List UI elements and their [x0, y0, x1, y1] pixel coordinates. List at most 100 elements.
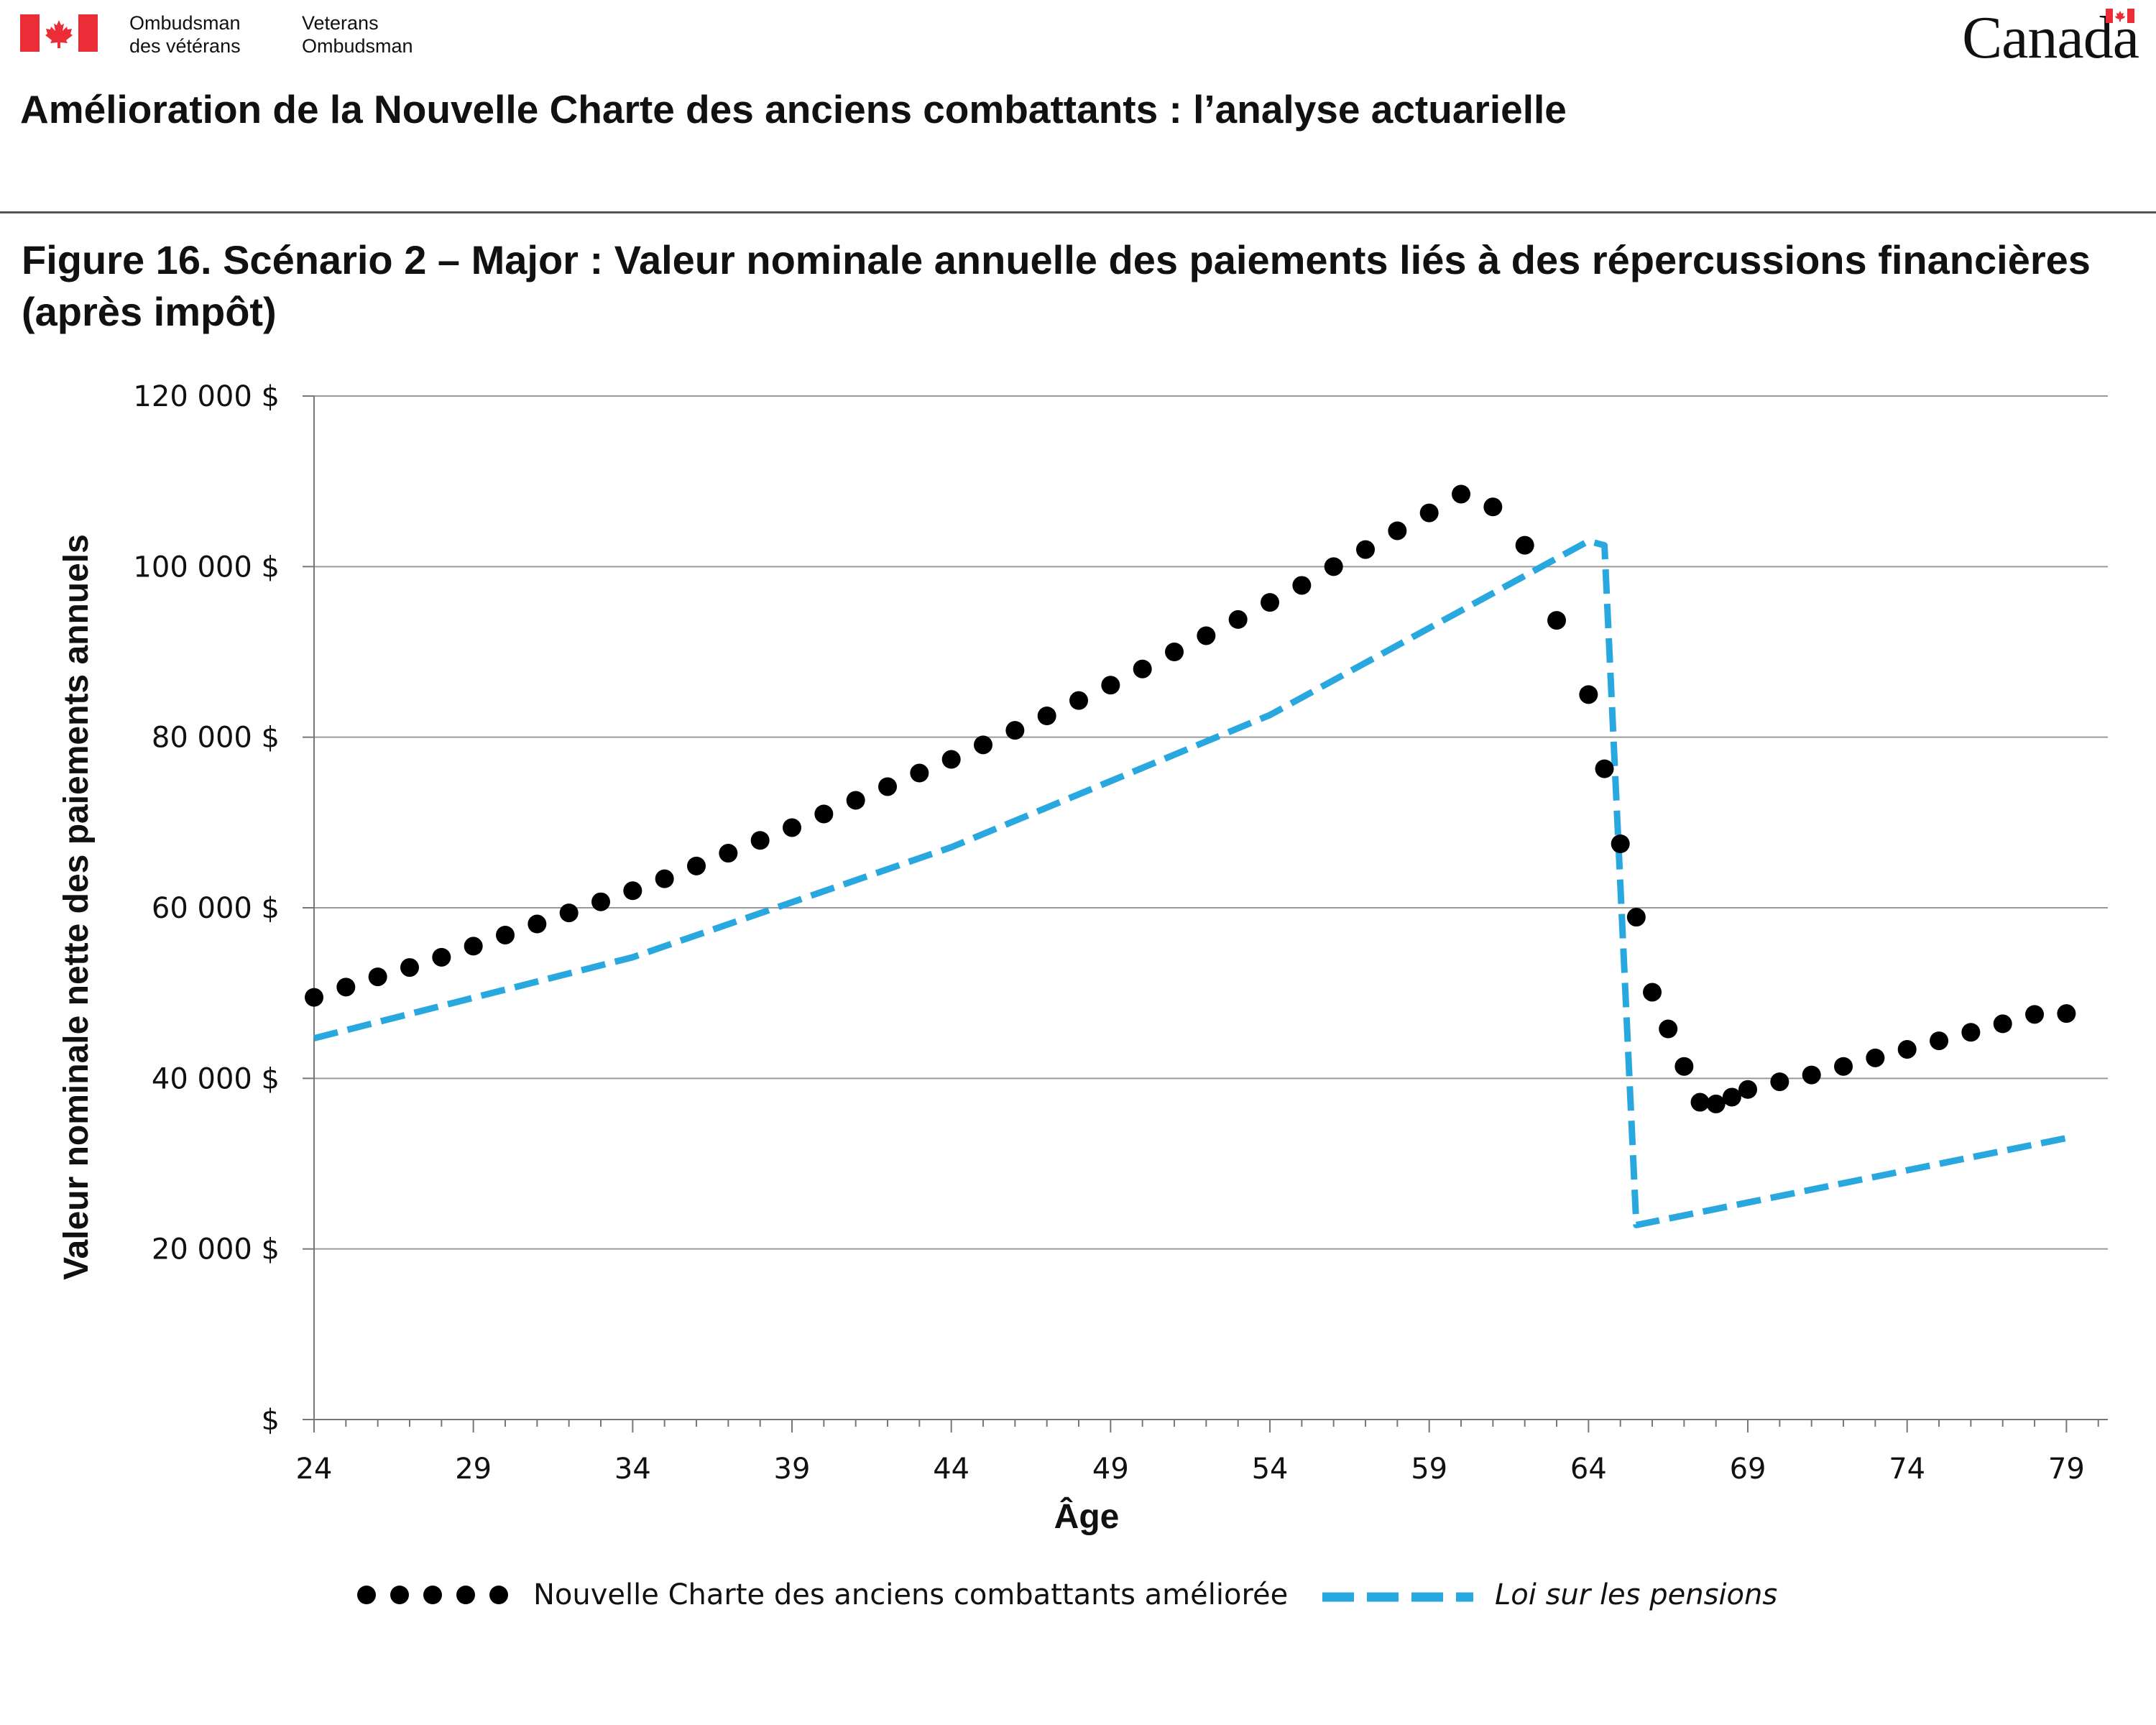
org-en-line2: Ombudsman: [302, 35, 413, 57]
data-point: [559, 903, 579, 923]
data-point: [941, 750, 961, 769]
x-axis-title: Âge: [1054, 1496, 1120, 1536]
maple-leaf-icon: [45, 20, 73, 48]
gridlines: [314, 395, 2108, 1250]
data-point: [1595, 759, 1614, 778]
x-tick-label: 34: [614, 1453, 651, 1486]
legend-swatch-dotted: [357, 1586, 508, 1604]
data-point: [1802, 1065, 1821, 1085]
data-point: [1356, 540, 1376, 559]
data-point: [1930, 1031, 1949, 1051]
x-tick-label: 79: [2048, 1453, 2085, 1486]
data-point: [1579, 685, 1598, 704]
data-point: [623, 881, 642, 901]
data-point: [1005, 721, 1025, 740]
data-point: [655, 869, 674, 888]
legend: Nouvelle Charte des anciens combattants …: [357, 1578, 1777, 1611]
data-point: [1738, 1080, 1758, 1099]
data-point: [1069, 691, 1089, 710]
data-point: [1388, 521, 1407, 540]
data-point: [1547, 611, 1567, 630]
x-tick-label: 24: [296, 1453, 333, 1486]
axes: [303, 395, 2108, 1432]
document-title: Amélioration de la Nouvelle Charte des a…: [20, 87, 1567, 132]
data-point: [1037, 707, 1056, 725]
data-point: [591, 892, 611, 911]
y-tick-label: 20 000 $: [152, 1233, 280, 1266]
data-point: [846, 791, 865, 810]
data-point: [1419, 503, 1439, 523]
org-name-en: Veterans Ombudsman: [302, 12, 413, 58]
data-point: [1228, 610, 1248, 629]
x-tick-label: 59: [1411, 1453, 1447, 1486]
data-point: [1674, 1057, 1694, 1076]
data-point: [783, 818, 802, 837]
data-point: [814, 804, 834, 824]
org-fr-line2: des vétérans: [129, 35, 241, 57]
figure-title: Figure 16. Scénario 2 – Major : Valeur n…: [22, 237, 2091, 334]
legend-label-dotted: Nouvelle Charte des anciens combattants …: [533, 1578, 1288, 1611]
x-tick-label: 64: [1570, 1453, 1607, 1486]
legend-dot: [390, 1586, 409, 1604]
y-tick-labels: $20 000 $ 40 000 $ 60 000 $ 80 000 $ 100 000…: [133, 380, 280, 1437]
y-tick-label: $: [262, 1404, 280, 1437]
data-point: [1706, 1094, 1726, 1113]
data-point: [432, 947, 451, 967]
data-point: [1722, 1087, 1741, 1107]
data-point: [496, 925, 515, 944]
data-point: [1324, 557, 1343, 576]
canada-flag-icon: [20, 14, 98, 52]
data-point: [687, 856, 706, 875]
data-point: [305, 988, 323, 1007]
y-tick-label: 120 000 $: [133, 380, 280, 413]
legend-dot: [456, 1586, 475, 1604]
data-point: [1452, 484, 1471, 504]
data-point: [1834, 1057, 1853, 1076]
y-tick-label: 40 000 $: [152, 1062, 280, 1095]
data-point: [2025, 1005, 2045, 1024]
x-tick-label: 49: [1092, 1453, 1129, 1486]
data-point: [1515, 535, 1534, 555]
y-axis-title: Valeur nominale nette des paiements annu…: [57, 534, 96, 1280]
data-point: [1770, 1072, 1789, 1092]
header-divider: [0, 211, 2156, 213]
data-point: [1133, 659, 1152, 678]
data-point: [1897, 1039, 1917, 1059]
legend-dot: [489, 1586, 508, 1604]
series-loi-sur-les-pensions: [313, 538, 2068, 1228]
x-tick-label: 39: [774, 1453, 811, 1486]
y-tick-label: 80 000 $: [152, 722, 280, 755]
data-point: [1993, 1014, 2012, 1034]
data-point: [974, 735, 993, 755]
data-point: [878, 777, 898, 796]
data-point: [1659, 1019, 1678, 1039]
org-fr-line1: Ombudsman: [129, 12, 241, 34]
wordmark-flag-icon: [2106, 9, 2134, 23]
x-tick-label: 69: [1730, 1453, 1766, 1486]
data-point: [1483, 497, 1503, 517]
data-point: [336, 978, 356, 997]
data-point: [750, 831, 770, 850]
data-point: [1611, 834, 1630, 853]
data-point: [1261, 593, 1280, 612]
data-point: [400, 958, 420, 978]
data-point: [2057, 1004, 2076, 1024]
data-point: [1197, 626, 1216, 645]
org-name-fr: Ombudsman des vétérans: [129, 12, 241, 58]
legend-dot: [357, 1586, 376, 1604]
legend-dot: [423, 1586, 442, 1604]
data-point: [719, 844, 738, 863]
data-point: [1866, 1048, 1885, 1067]
data-point: [1292, 576, 1312, 595]
data-point: [368, 967, 387, 987]
y-tick-label: 60 000 $: [152, 892, 280, 925]
y-tick-label: 100 000 $: [133, 551, 280, 584]
x-tick-label: 44: [933, 1453, 969, 1486]
data-point: [1690, 1092, 1710, 1112]
x-tick-label: 29: [455, 1453, 492, 1486]
data-point: [1643, 983, 1662, 1002]
data-point: [1165, 643, 1184, 661]
flag-left-bar: [20, 14, 40, 52]
series-nouvelle-charte: [305, 484, 2076, 1113]
